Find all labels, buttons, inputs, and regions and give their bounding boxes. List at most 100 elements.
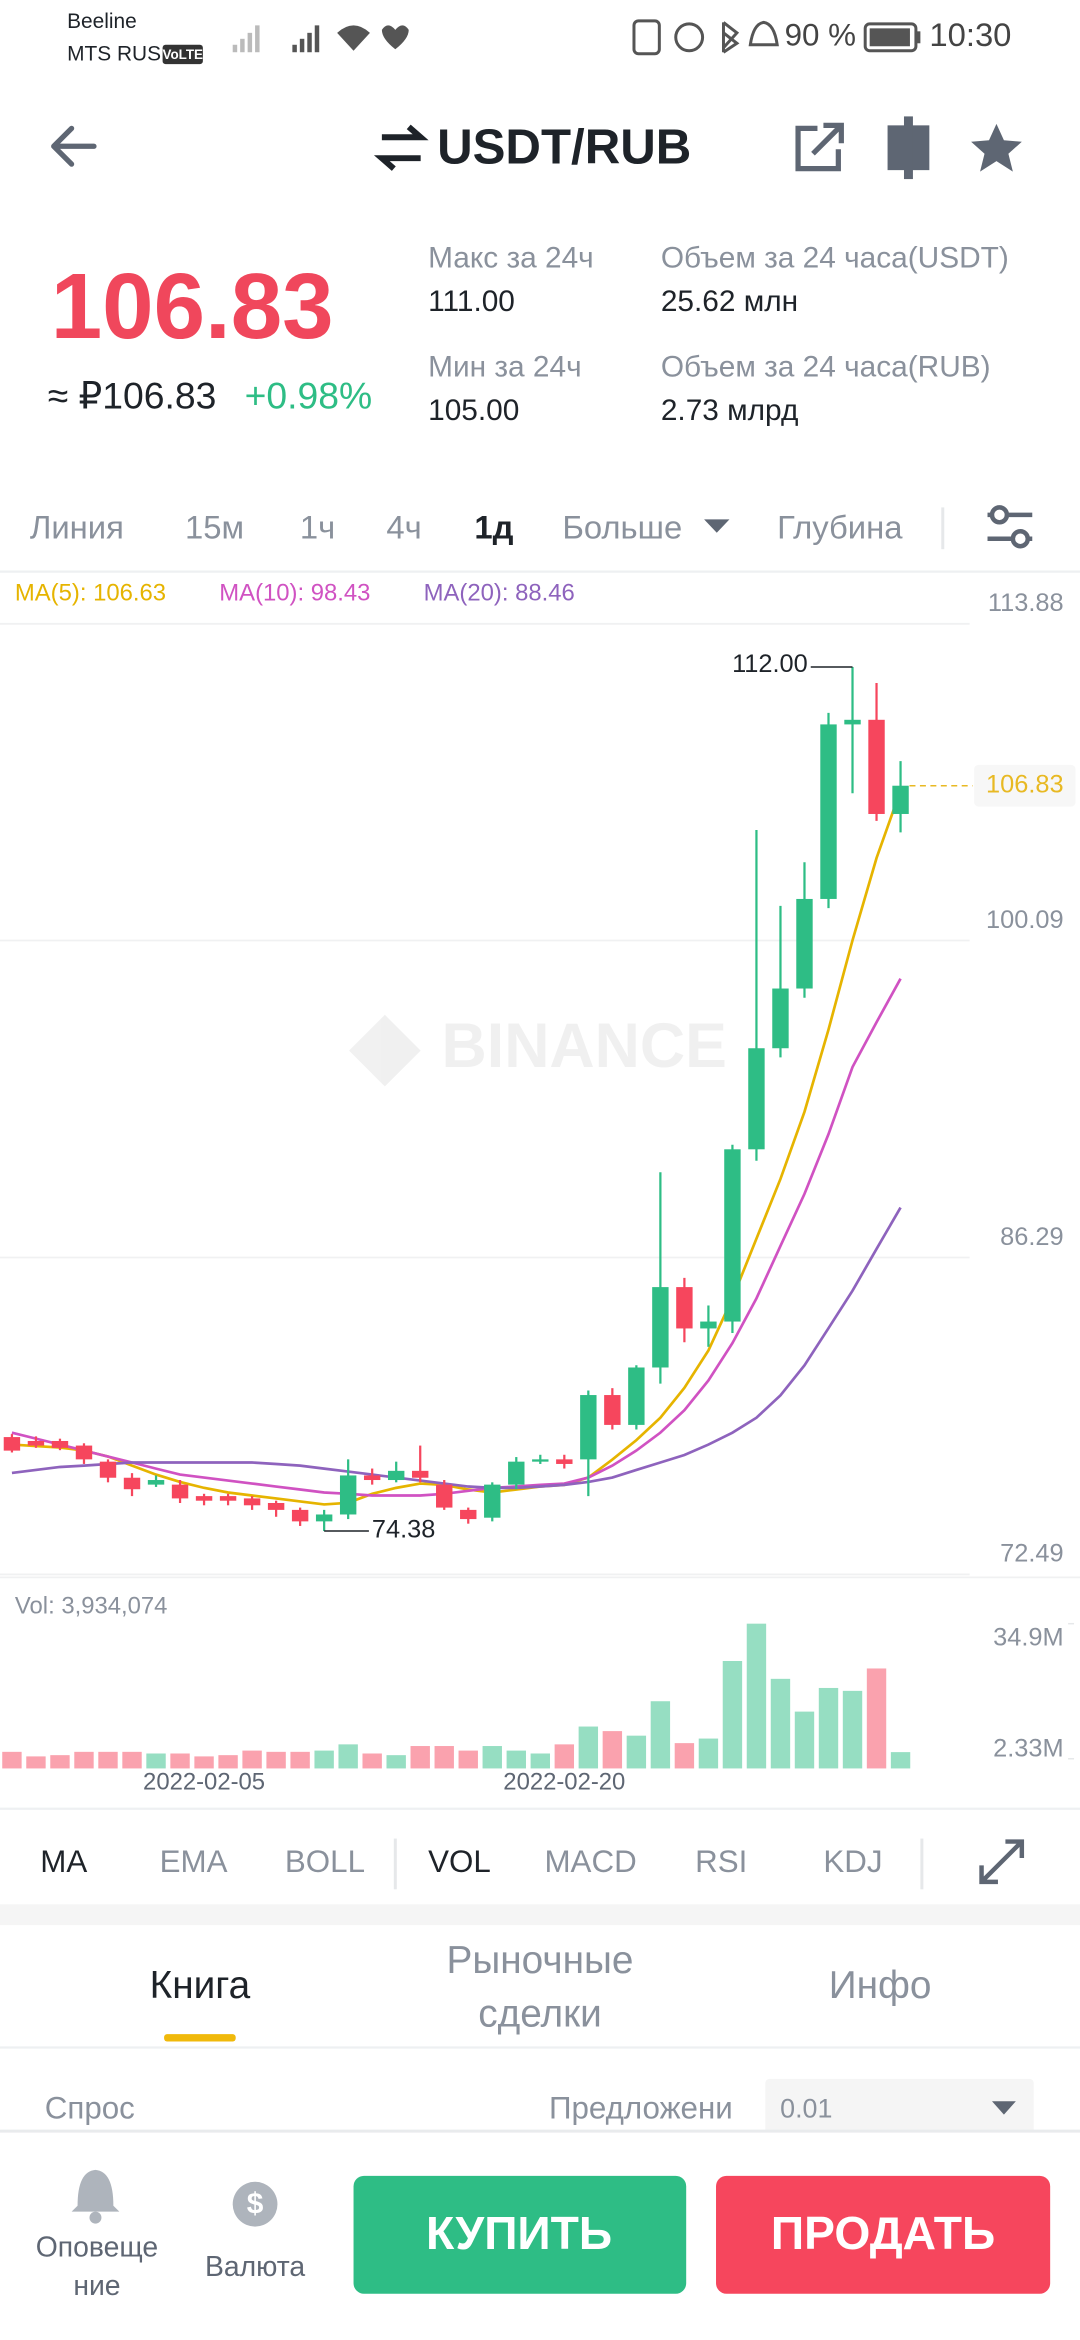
volume-bar [50, 1755, 70, 1769]
volume-bar [578, 1726, 599, 1769]
tab-indicator [164, 2034, 236, 2042]
volume-bar [122, 1751, 142, 1769]
step-select[interactable] [765, 2078, 1034, 2142]
clock: 10:30 [929, 16, 1011, 53]
battery: 90 % [785, 18, 856, 53]
y-tick-label: 86.29 [1000, 1223, 1063, 1251]
tab[interactable]: Рыночные сделки [446, 1937, 634, 2036]
signal-icons [232, 19, 921, 56]
indicator-tab[interactable]: KDJ [823, 1844, 882, 1879]
chart-settings[interactable] [987, 505, 1033, 549]
buy-button[interactable] [353, 2175, 687, 2294]
alert-icon[interactable] [71, 2169, 120, 2224]
candle-body [724, 1149, 741, 1322]
candle-body [556, 1459, 573, 1464]
candle-body [75, 1445, 93, 1460]
interval-tab[interactable]: 1ч [300, 508, 335, 545]
volume-bar [386, 1755, 406, 1769]
ma-line [11, 978, 902, 1497]
legend-entry: MA(5): 106.63 [15, 579, 166, 606]
volume-bar [698, 1738, 719, 1769]
volume-bar [74, 1751, 94, 1769]
volte: VoLTE [163, 47, 204, 62]
volume-bar [842, 1690, 863, 1769]
buy-label[interactable]: КУПИТЬ [426, 2207, 612, 2259]
back-button[interactable] [51, 125, 97, 167]
volume-bar [2, 1751, 22, 1769]
volume-bar [266, 1751, 286, 1769]
y-tick-label: 34.9M [993, 1623, 1063, 1651]
volume-bar [290, 1751, 310, 1769]
swap-icon[interactable] [373, 124, 429, 171]
stat-value: 111.00 [428, 285, 515, 318]
candle-body [99, 1461, 117, 1478]
tab[interactable]: Книга [150, 1964, 251, 2007]
stat-label: Мин за 24ч [428, 350, 582, 383]
volume-bar [770, 1678, 791, 1769]
candle-body [820, 724, 837, 899]
book-icon[interactable] [887, 116, 930, 180]
max-label: 112.00 [732, 650, 808, 678]
candle-body [243, 1498, 261, 1506]
indicator-tab[interactable]: MACD [544, 1844, 636, 1879]
book-header: Спрос [45, 2090, 135, 2125]
volume-bar [218, 1755, 238, 1769]
candle-body [652, 1287, 669, 1368]
candle-body [532, 1459, 549, 1462]
fullscreen-button[interactable] [979, 1839, 1025, 1885]
tab[interactable]: Инфо [829, 1964, 932, 2007]
candle-body [339, 1475, 357, 1515]
interval-tab[interactable]: 4ч [386, 508, 421, 545]
watermark-text: BINANCE [442, 1011, 727, 1081]
candle-body [748, 1048, 765, 1150]
candle-body [844, 719, 861, 725]
tab-wrap: Рыночные сделки [446, 1937, 634, 2036]
volte-badge [162, 44, 203, 65]
candle-body [219, 1496, 237, 1501]
ma-line [11, 789, 902, 1506]
last-price-label: 106.83 [986, 770, 1064, 798]
candle-body [676, 1287, 693, 1329]
indicator-tab[interactable]: VOL [428, 1844, 491, 1879]
candle-body [772, 988, 789, 1049]
interval-tab[interactable]: 15м [185, 508, 244, 545]
sell-label[interactable]: ПРОДАТЬ [771, 2207, 995, 2259]
volume-bar [554, 1744, 575, 1769]
fiat-price: ≈ ₽106.83 [48, 374, 217, 416]
indicator-tab[interactable]: MA [40, 1844, 87, 1879]
stat-label: Макс за 24ч [428, 242, 594, 275]
currency-icon[interactable] [232, 2181, 278, 2227]
candle-body [412, 1470, 429, 1478]
candle-body [363, 1475, 381, 1481]
indicator-tab[interactable]: EMA [160, 1844, 228, 1879]
currency-glyph: $ [247, 2188, 264, 2221]
share-icon[interactable] [795, 122, 844, 172]
candle-body [267, 1502, 285, 1510]
alert-label[interactable]: Оповещение [35, 2232, 159, 2303]
dropdown-arrow [704, 519, 730, 533]
candle-body [147, 1480, 165, 1485]
volume-bar [98, 1751, 118, 1769]
candle-body [195, 1496, 213, 1501]
volume-bar [242, 1750, 262, 1769]
favorite-icon[interactable] [971, 123, 1022, 172]
volume-bar [866, 1668, 887, 1769]
currency-label[interactable]: Валюта [205, 2251, 305, 2283]
stat-label: Объем за 24 часа(RUB) [661, 350, 991, 383]
y-tick-label: 72.49 [1000, 1540, 1063, 1568]
indicator-tab[interactable]: RSI [695, 1844, 747, 1879]
interval-tab[interactable]: 1д [474, 508, 513, 545]
interval-tab[interactable]: Глубина [777, 508, 903, 545]
y-tick-label: 100.09 [986, 906, 1064, 934]
spacer [0, 1904, 1080, 1926]
sell-button[interactable] [716, 2175, 1051, 2294]
step-value: 0.01 [780, 2093, 832, 2123]
indicator-tab[interactable]: BOLL [285, 1844, 365, 1879]
stat-value: 25.62 млн [661, 285, 798, 318]
y-tick-label: 113.88 [988, 589, 1064, 617]
volume-bar [818, 1687, 839, 1769]
interval-tab[interactable]: Больше [562, 508, 682, 545]
interval-tab[interactable]: Линия [30, 508, 124, 545]
pair-title: USDT/RUB [437, 120, 691, 175]
candle-body [508, 1461, 525, 1485]
